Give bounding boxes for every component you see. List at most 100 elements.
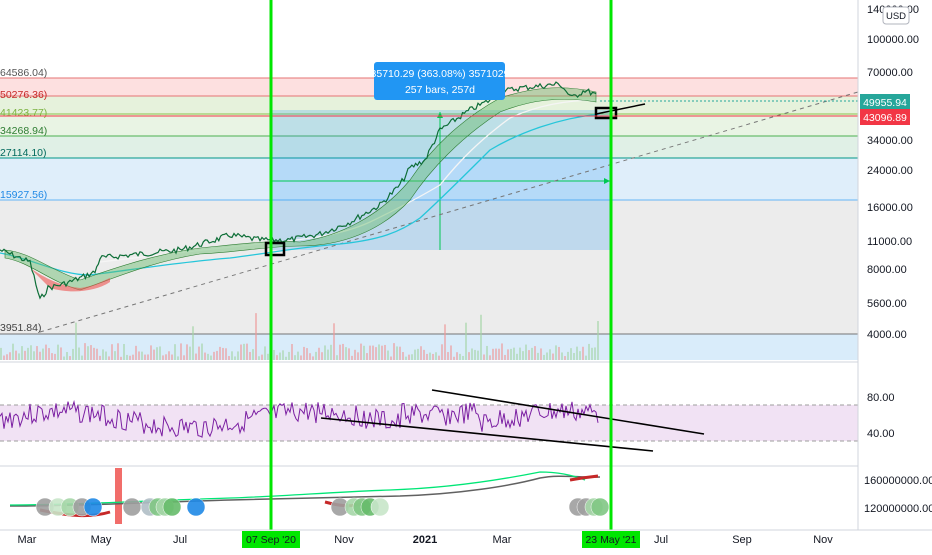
volume-bar xyxy=(174,344,176,360)
volume-bar xyxy=(393,343,395,360)
volume-bar xyxy=(462,355,464,360)
volume-bar xyxy=(78,347,80,360)
indicator-dot xyxy=(370,497,390,517)
volume-bar xyxy=(237,351,239,360)
volume-bar xyxy=(135,345,137,360)
volume-bar xyxy=(3,355,5,360)
volume-bar xyxy=(531,347,533,360)
fib-label-4: 27114.10) xyxy=(0,147,47,159)
indicator-panel xyxy=(9,468,610,524)
volume-bar xyxy=(300,355,302,360)
volume-bar xyxy=(204,352,206,360)
fib-label-6: 3951.84) xyxy=(0,322,41,334)
volume-bar xyxy=(57,344,59,360)
y-tick-11000: 11000.00 xyxy=(867,236,912,248)
volume-bar xyxy=(186,344,188,360)
volume-bar xyxy=(426,353,428,360)
y-tick-16000: 16000.00 xyxy=(867,202,913,214)
volume-bar xyxy=(243,343,245,360)
volume-bar xyxy=(549,349,551,360)
volume-bar xyxy=(255,313,257,360)
volume-bar xyxy=(216,350,218,360)
volume-bar xyxy=(567,351,569,360)
volume-bar xyxy=(318,347,320,360)
volume-bar xyxy=(429,352,431,360)
volume-bar xyxy=(408,354,410,360)
volume-bar xyxy=(537,352,539,360)
volume-bar xyxy=(27,347,29,360)
volume-bar xyxy=(264,346,266,360)
x-tick-2021: 2021 xyxy=(413,534,437,546)
volume-bar xyxy=(252,349,254,360)
volume-bar xyxy=(12,343,14,360)
volume-bar xyxy=(159,346,161,360)
rsi-tick-40: 40.00 xyxy=(867,428,895,440)
volume-bar xyxy=(42,348,44,360)
indicator-dot xyxy=(83,497,103,517)
volume-bar xyxy=(84,343,86,360)
y-tick-70000: 70000.00 xyxy=(867,67,913,79)
volume-bar xyxy=(342,343,344,360)
volume-bar xyxy=(528,350,530,360)
currency-label: USD xyxy=(886,11,906,22)
volume-bar xyxy=(207,353,209,360)
volume-bar xyxy=(171,354,173,360)
volume-bar xyxy=(366,353,368,360)
y-tick-34000: 34000.00 xyxy=(867,135,913,147)
volume-bar xyxy=(165,354,167,360)
volume-bar xyxy=(363,345,365,360)
price-tag-red: 43096.89 xyxy=(860,109,910,125)
volume-bar xyxy=(348,348,350,360)
volume-bar xyxy=(180,343,182,360)
y-tick-24000: 24000.00 xyxy=(867,165,913,177)
volume-bar xyxy=(210,355,212,360)
time-axis[interactable]: Mar May Jul Nov 2021 Mar Jul Sep Nov xyxy=(18,534,834,546)
volume-bar xyxy=(381,345,383,360)
svg-text:43096.89: 43096.89 xyxy=(863,112,907,124)
y-tick-100000: 100000.00 xyxy=(867,34,919,46)
volume-bar xyxy=(147,354,149,360)
volume-bar xyxy=(63,356,65,360)
volume-bar xyxy=(111,344,113,360)
rsi-trend-upper xyxy=(431,389,705,435)
volume-bar xyxy=(540,348,542,360)
volume-bar xyxy=(594,347,596,360)
volume-bar xyxy=(105,351,107,360)
trend-line-dashed xyxy=(39,91,859,333)
volume-bar xyxy=(93,347,95,360)
volume-bar xyxy=(411,354,413,360)
ribbon-fill-red xyxy=(30,268,110,292)
x-tick-jul-21: Jul xyxy=(654,534,668,546)
volume-bar xyxy=(534,346,536,360)
currency-badge xyxy=(882,6,910,25)
measure-tooltip: 35710.29 (363.08%) 3571029 257 bars, 257… xyxy=(371,62,510,100)
volume-bar xyxy=(51,353,53,360)
volume-bar xyxy=(228,356,230,360)
measure-line2: 257 bars, 257d xyxy=(405,84,475,96)
measure-line1: 35710.29 (363.08%) 3571029 xyxy=(371,68,510,80)
volume-bar xyxy=(138,351,140,360)
volume-bar xyxy=(81,355,83,360)
fib-zone-5 xyxy=(0,158,858,200)
volume-bar xyxy=(144,354,146,360)
indicator-dot xyxy=(186,497,206,517)
volume-bar xyxy=(519,347,521,360)
volume-bar xyxy=(564,356,566,360)
volume-bar xyxy=(333,323,335,360)
volume-bar xyxy=(189,346,191,360)
volume-bar xyxy=(294,355,296,360)
volume-bar xyxy=(285,356,287,360)
volume-bar xyxy=(108,356,110,360)
volume-bar xyxy=(510,348,512,360)
volume-bar xyxy=(561,352,563,360)
volume-bar xyxy=(345,347,347,360)
volume-bar xyxy=(306,348,308,360)
volume-bar xyxy=(231,351,233,360)
highlight-box-may xyxy=(594,106,618,120)
volume-bar xyxy=(21,346,23,360)
volume-bar xyxy=(483,354,485,360)
volume-bar xyxy=(282,350,284,360)
svg-text:07 Sep '20: 07 Sep '20 xyxy=(246,534,296,546)
volume-bar xyxy=(330,344,332,360)
